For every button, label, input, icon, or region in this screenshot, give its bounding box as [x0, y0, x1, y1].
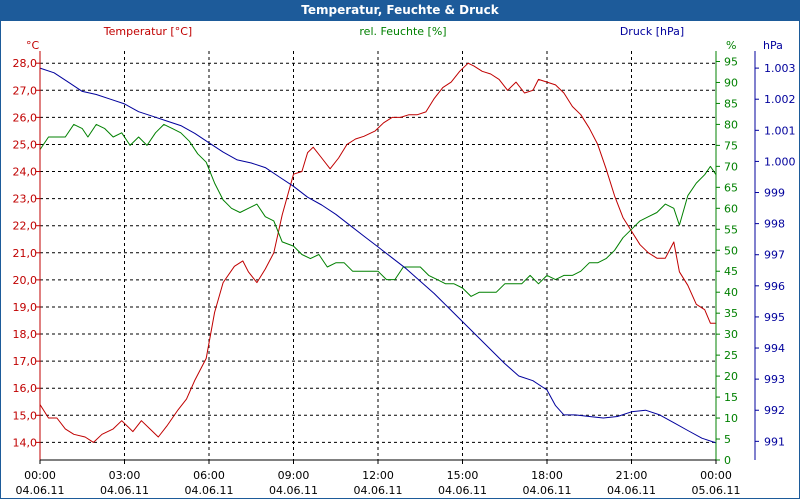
temperature-tick-label: 27,0 [13, 84, 38, 97]
temperature-tick-label: 20,0 [13, 274, 38, 287]
temperature-tick-label: 21,0 [13, 247, 38, 260]
humidity-tick-label: 45 [724, 265, 738, 278]
humidity-tick-label: 5 [724, 433, 731, 446]
temperature-tick-label: 24,0 [13, 166, 38, 179]
x-tick-date-label: 05.06.11 [692, 484, 741, 497]
x-tick-time-label: 06:00 [193, 469, 225, 482]
pressure-tick-label: 997 [764, 249, 785, 262]
pressure-tick-label: 1.001 [764, 124, 796, 137]
humidity-tick-label: 30 [724, 328, 738, 341]
x-tick-date-label: 04.06.11 [16, 484, 65, 497]
humidity-tick-label: 80 [724, 118, 738, 131]
x-tick-time-label: 00:00 [24, 469, 56, 482]
humidity-tick-label: 75 [724, 139, 738, 152]
x-tick-date-label: 04.06.11 [607, 484, 656, 497]
pressure-tick-label: 995 [764, 311, 785, 324]
x-tick-time-label: 09:00 [278, 469, 310, 482]
x-tick-date-label: 04.06.11 [523, 484, 572, 497]
humidity-tick-label: 40 [724, 286, 738, 299]
humidity-tick-label: 50 [724, 244, 738, 257]
humidity-unit: % [726, 39, 736, 52]
humidity-tick-label: 20 [724, 370, 738, 383]
x-tick-time-label: 15:00 [447, 469, 479, 482]
temperature-tick-label: 16,0 [13, 382, 38, 395]
pressure-tick-label: 991 [764, 435, 785, 448]
temperature-tick-label: 19,0 [13, 301, 38, 314]
temperature-tick-label: 17,0 [13, 355, 38, 368]
temperature-series-line [39, 62, 716, 443]
pressure-series-line [39, 67, 717, 444]
pressure-tick-label: 996 [764, 280, 785, 293]
x-tick-date-label: 04.06.11 [269, 484, 318, 497]
axes: 14,0 15,0 16,0 17,0 18,0 19,0 20,0 21,0 22,0 23,0… [13, 51, 796, 497]
temperature-axis-label: Temperatur [°C] [103, 25, 192, 38]
x-tick-date-label: 04.06.11 [354, 484, 403, 497]
window-title: Temperatur, Feuchte & Druck [0, 0, 800, 21]
pressure-tick-label: 1.002 [764, 93, 796, 106]
x-tick-time-label: 12:00 [362, 469, 394, 482]
pressure-axis-label: Druck [hPa] [620, 25, 684, 38]
temperature-tick-label: 23,0 [13, 193, 38, 206]
humidity-series-line [39, 123, 717, 297]
humidity-tick-label: 90 [724, 76, 738, 89]
humidity-tick-label: 15 [724, 391, 738, 404]
temperature-unit: °C [26, 39, 40, 52]
humidity-tick-label: 35 [724, 307, 738, 320]
humidity-axis-label: rel. Feuchte [%] [359, 25, 446, 38]
pressure-tick-label: 994 [764, 342, 785, 355]
humidity-tick-label: 60 [724, 202, 738, 215]
temperature-tick-label: 28,0 [13, 57, 38, 70]
temperature-tick-label: 14,0 [13, 436, 38, 449]
x-tick-time-label: 21:00 [616, 469, 648, 482]
pressure-unit: hPa [763, 39, 783, 52]
x-tick-date-label: 04.06.11 [100, 484, 149, 497]
pressure-tick-label: 998 [764, 218, 785, 231]
temperature-tick-label: 15,0 [13, 409, 38, 422]
x-tick-date-label: 04.06.11 [185, 484, 234, 497]
pressure-tick-label: 992 [764, 404, 785, 417]
pressure-tick-label: 993 [764, 373, 785, 386]
x-tick-date-label: 04.06.11 [438, 484, 487, 497]
grid [39, 51, 717, 460]
humidity-tick-label: 10 [724, 412, 738, 425]
series-group [39, 62, 717, 444]
x-tick-time-label: 03:00 [109, 469, 141, 482]
pressure-tick-label: 1.000 [764, 155, 796, 168]
humidity-tick-label: 0 [724, 454, 731, 467]
humidity-tick-label: 85 [724, 97, 738, 110]
humidity-tick-label: 70 [724, 160, 738, 173]
pressure-tick-label: 1.003 [764, 62, 796, 75]
humidity-tick-label: 65 [724, 181, 738, 194]
temperature-tick-label: 18,0 [13, 328, 38, 341]
humidity-tick-label: 25 [724, 349, 738, 362]
temperature-tick-label: 25,0 [13, 138, 38, 151]
x-tick-time-label: 00:00 [700, 469, 732, 482]
humidity-tick-label: 95 [724, 55, 738, 68]
pressure-tick-label: 999 [764, 187, 785, 200]
humidity-tick-label: 55 [724, 223, 738, 236]
x-tick-time-label: 18:00 [531, 469, 563, 482]
temperature-tick-label: 26,0 [13, 111, 38, 124]
temperature-tick-label: 22,0 [13, 220, 38, 233]
